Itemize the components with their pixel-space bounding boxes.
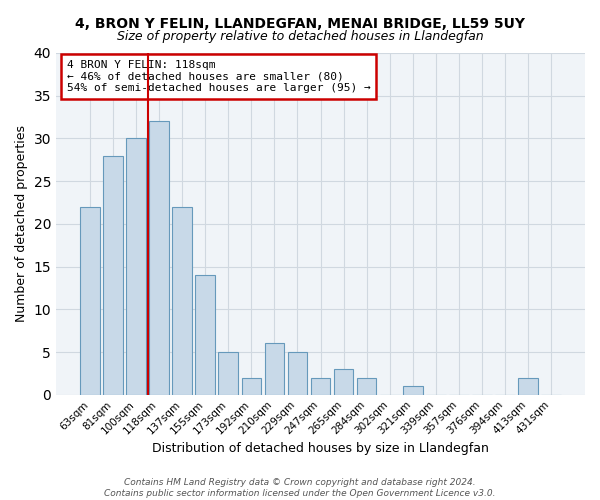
Bar xyxy=(149,122,169,394)
Bar xyxy=(80,207,100,394)
Bar xyxy=(103,156,123,394)
Bar xyxy=(287,352,307,395)
Bar xyxy=(518,378,538,394)
Bar xyxy=(265,344,284,394)
Bar xyxy=(403,386,422,394)
Text: 4 BRON Y FELIN: 118sqm
← 46% of detached houses are smaller (80)
54% of semi-det: 4 BRON Y FELIN: 118sqm ← 46% of detached… xyxy=(67,60,370,93)
Bar xyxy=(218,352,238,395)
X-axis label: Distribution of detached houses by size in Llandegfan: Distribution of detached houses by size … xyxy=(152,442,489,455)
Y-axis label: Number of detached properties: Number of detached properties xyxy=(15,126,28,322)
Bar xyxy=(357,378,376,394)
Text: Contains HM Land Registry data © Crown copyright and database right 2024.
Contai: Contains HM Land Registry data © Crown c… xyxy=(104,478,496,498)
Bar xyxy=(242,378,261,394)
Text: Size of property relative to detached houses in Llandegfan: Size of property relative to detached ho… xyxy=(116,30,484,43)
Bar xyxy=(311,378,331,394)
Bar xyxy=(126,138,146,394)
Bar xyxy=(334,369,353,394)
Text: 4, BRON Y FELIN, LLANDEGFAN, MENAI BRIDGE, LL59 5UY: 4, BRON Y FELIN, LLANDEGFAN, MENAI BRIDG… xyxy=(75,18,525,32)
Bar xyxy=(172,207,192,394)
Bar xyxy=(196,275,215,394)
